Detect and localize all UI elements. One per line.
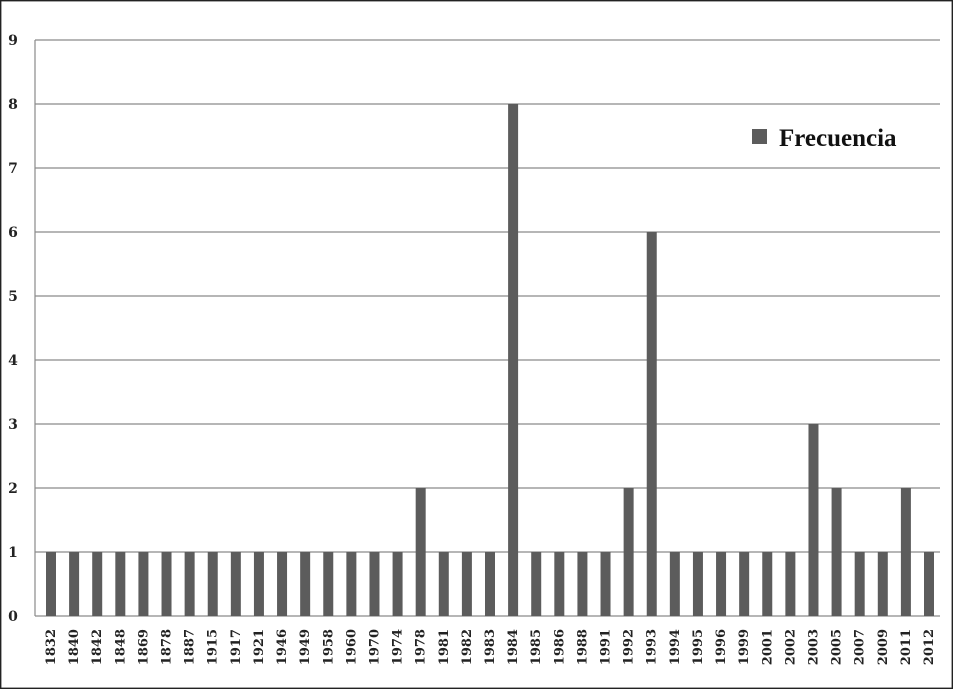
x-tick-label: 1887: [183, 629, 198, 665]
bar-2001: [762, 552, 773, 616]
bar-1970: [369, 552, 380, 616]
bar-1848: [115, 552, 126, 616]
x-tick-label: 1984: [506, 629, 521, 665]
x-tick-label: 2007: [853, 629, 868, 665]
bar-2009: [877, 552, 888, 616]
x-tick-label: 1848: [113, 629, 128, 665]
legend-label: Frecuencia: [779, 125, 897, 152]
x-tick-label: 2002: [783, 629, 798, 665]
bar-1999: [739, 552, 750, 616]
x-tick-label: 1983: [483, 629, 498, 665]
bar-2005: [831, 488, 842, 616]
bar-1946: [277, 552, 288, 616]
x-tick-label: 1949: [298, 629, 313, 665]
bar-1887: [184, 552, 195, 616]
x-tick-label: 2009: [876, 629, 891, 665]
bar-2007: [854, 552, 865, 616]
x-tick-label: 1970: [367, 629, 382, 665]
x-tick-label: 1915: [206, 629, 221, 665]
x-tick-label: 1988: [575, 629, 590, 665]
x-tick-label: 1993: [645, 629, 660, 665]
x-tick-label: 2001: [760, 629, 775, 665]
x-tick-label: 1986: [552, 629, 567, 665]
bar-1832: [46, 552, 56, 616]
y-tick-label: 7: [8, 161, 18, 177]
x-axis-ticks: 1832 1840 1842 1848 1869 1878 1887 1915 1917 1921…: [44, 629, 937, 665]
bar-1988: [577, 552, 588, 616]
bar-1996: [716, 552, 727, 616]
x-tick-label: 1999: [737, 629, 752, 665]
x-tick-label: 1996: [714, 629, 729, 665]
bar-1960: [346, 552, 357, 616]
bar-1994: [669, 552, 680, 616]
bar-1978: [415, 488, 426, 616]
x-tick-label: 1840: [67, 629, 82, 665]
bar-1915: [207, 552, 218, 616]
x-tick-label: 1946: [275, 629, 290, 665]
bar-1921: [253, 552, 264, 616]
x-tick-label: 1974: [391, 629, 406, 665]
y-tick-label: 1: [8, 545, 18, 561]
bar-1842: [92, 552, 103, 616]
legend-swatch: [752, 129, 767, 144]
bar-1982: [461, 552, 472, 616]
y-tick-label: 4: [8, 353, 18, 369]
bar-1974: [392, 552, 403, 616]
x-tick-label: 1917: [229, 629, 244, 665]
bar-1981: [438, 552, 449, 616]
bars: [46, 104, 934, 616]
x-tick-label: 1878: [160, 629, 175, 665]
bar-2002: [785, 552, 796, 616]
x-tick-label: 1995: [691, 629, 706, 665]
bar-1878: [161, 552, 172, 616]
x-tick-label: 1982: [460, 629, 475, 665]
bar-1995: [692, 552, 703, 616]
x-tick-label: 1832: [44, 629, 59, 665]
y-tick-label: 2: [8, 481, 18, 497]
bar-2011: [900, 488, 911, 616]
x-tick-label: 2005: [830, 629, 845, 665]
x-tick-label: 1869: [136, 629, 151, 665]
bar-1983: [485, 552, 495, 616]
legend: Frecuencia: [752, 125, 897, 152]
y-tick-label: 3: [8, 417, 18, 433]
bar-1992: [623, 488, 634, 616]
y-tick-label: 9: [8, 33, 18, 49]
x-tick-label: 1960: [344, 629, 359, 665]
y-tick-label: 5: [8, 289, 18, 305]
y-tick-label: 0: [8, 609, 18, 625]
x-tick-label: 2003: [806, 629, 821, 665]
x-tick-label: 1842: [90, 629, 105, 665]
y-axis-ticks: 0 1 2 3 4 5 6 7 8 9: [8, 33, 18, 625]
x-tick-label: 2011: [899, 629, 914, 665]
bar-1840: [69, 552, 80, 616]
bar-2003: [808, 424, 819, 616]
bar-1949: [300, 552, 311, 616]
bar-1958: [323, 552, 334, 616]
x-tick-label: 1978: [414, 629, 429, 665]
x-tick-label: 1981: [437, 629, 452, 665]
bar-1985: [531, 552, 542, 616]
bar-1869: [138, 552, 149, 616]
x-tick-label: 2012: [922, 629, 937, 665]
bar-1991: [600, 552, 611, 616]
x-tick-label: 1994: [668, 629, 683, 665]
bar-1917: [230, 552, 241, 616]
x-tick-label: 1985: [529, 629, 544, 665]
bar-1986: [554, 552, 565, 616]
bar-1984: [508, 104, 519, 616]
x-tick-label: 1958: [321, 629, 336, 665]
y-tick-label: 6: [8, 225, 18, 241]
x-tick-label: 1991: [599, 629, 614, 665]
bar-1993: [646, 232, 657, 616]
bar-2012: [924, 552, 934, 616]
x-tick-label: 1921: [252, 629, 267, 665]
x-tick-label: 1992: [622, 629, 637, 665]
y-tick-label: 8: [8, 97, 18, 113]
